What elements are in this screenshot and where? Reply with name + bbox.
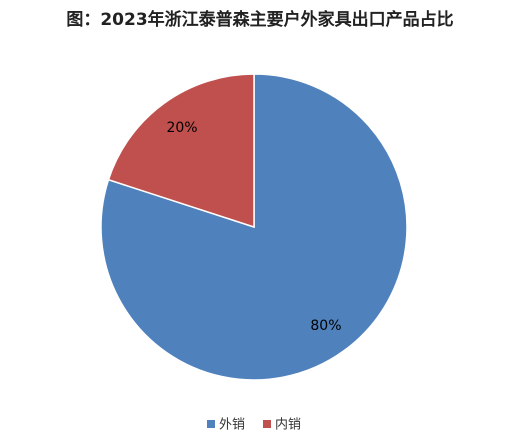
pie-slice (107, 73, 255, 229)
legend-swatch (207, 420, 215, 428)
data-label: 80% (310, 318, 341, 334)
legend-label: 外销 (219, 418, 245, 433)
data-label: 20% (166, 120, 197, 136)
legend-swatch (263, 420, 271, 428)
chart-title: 图：2023年浙江泰普森主要户外家具出口产品占比 (66, 9, 453, 30)
legend-label: 内销 (275, 417, 301, 433)
